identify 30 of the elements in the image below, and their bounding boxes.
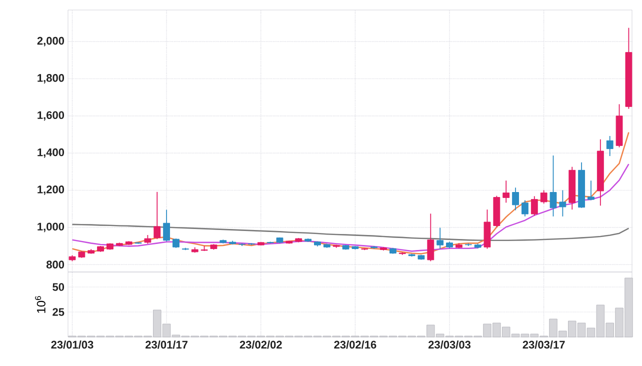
candlestick	[172, 238, 180, 248]
y-tick-label: 800	[46, 260, 64, 268]
candlestick	[550, 155, 557, 217]
candlestick	[427, 213, 434, 262]
y-tick-label: 2,000	[37, 36, 64, 46]
x-tick-label: 23/02/02	[240, 340, 282, 349]
candlestick	[588, 180, 594, 201]
candlestick	[436, 227, 444, 250]
x-tick-label: 23/03/17	[522, 340, 565, 349]
y-tick-label: 50	[52, 283, 64, 291]
candlestick	[512, 187, 519, 211]
x-tick-label: 23/01/03	[51, 340, 94, 349]
candlestick	[163, 209, 170, 242]
candlestick	[559, 190, 566, 217]
candlestick	[502, 180, 510, 204]
candlestick	[530, 196, 538, 216]
y-axis-title: 10$^{6}$	[35, 296, 46, 313]
x-tick-label: 23/01/17	[146, 340, 188, 349]
candlestick	[606, 136, 614, 156]
candlestick	[154, 191, 161, 240]
candlestick	[522, 200, 528, 217]
y-tick-label: 1,400	[38, 148, 64, 158]
y-tick-label: 1,000	[38, 222, 64, 232]
x-tick-label: 23/03/03	[428, 340, 471, 349]
y-tick-label: 1,200	[38, 186, 64, 195]
y-tick-label: 1,800	[38, 74, 64, 84]
x-tick-label: 23/02/16	[334, 340, 376, 349]
candlestick	[540, 190, 548, 204]
y-tick-label: 1,600	[38, 111, 64, 121]
y-tick-label: 25	[52, 308, 64, 316]
